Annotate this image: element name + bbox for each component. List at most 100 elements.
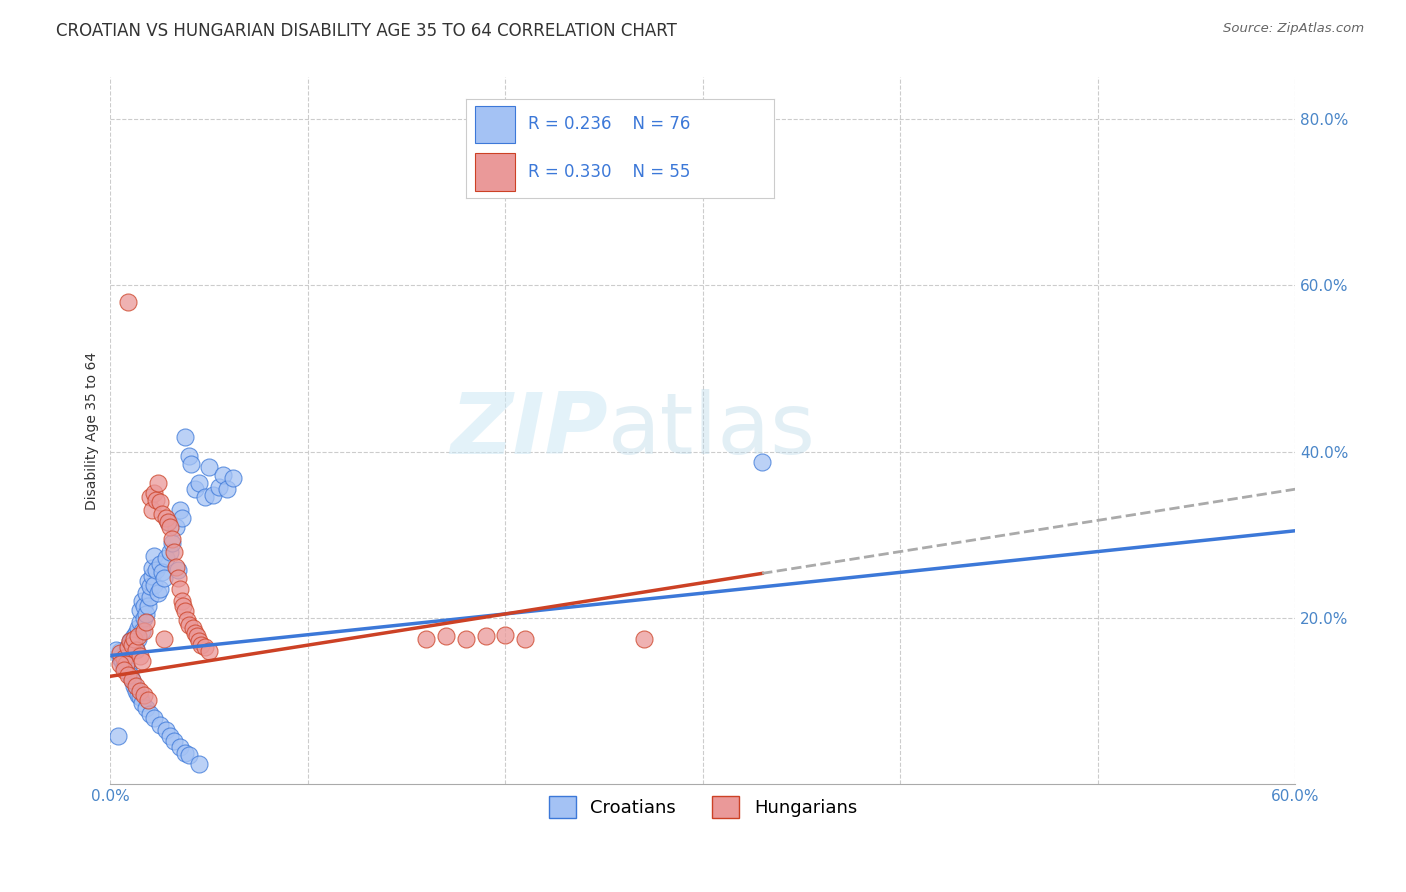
Text: Source: ZipAtlas.com: Source: ZipAtlas.com [1223, 22, 1364, 36]
Text: ZIP: ZIP [450, 390, 609, 473]
Point [194, 491, 217, 505]
Point [127, 632, 149, 646]
Point [115, 657, 138, 671]
Point [173, 599, 195, 613]
Point [155, 551, 177, 566]
Point [117, 295, 139, 310]
Point [132, 624, 155, 638]
Point [160, 532, 183, 546]
Point [212, 468, 235, 483]
Text: atlas: atlas [609, 390, 815, 473]
Point [129, 603, 152, 617]
Point [593, 178, 616, 193]
Point [110, 657, 132, 671]
Point [105, 642, 128, 657]
Point [159, 729, 181, 743]
Point [169, 739, 191, 754]
Point [135, 607, 157, 621]
Point [188, 476, 211, 491]
Point [132, 688, 155, 702]
Point [149, 557, 172, 571]
Point [188, 756, 211, 771]
Point [139, 591, 162, 605]
Point [165, 559, 187, 574]
Point [194, 640, 217, 655]
Point [415, 632, 437, 646]
Point [125, 642, 148, 657]
Point [188, 634, 211, 648]
Point [125, 684, 148, 698]
Point [132, 611, 155, 625]
Point [121, 673, 143, 688]
Point [156, 516, 179, 530]
Point [127, 629, 149, 643]
Point [131, 594, 153, 608]
Point [146, 586, 169, 600]
Point [135, 701, 157, 715]
Point [166, 571, 188, 585]
Point [121, 673, 143, 688]
Point [122, 679, 145, 693]
Text: CROATIAN VS HUNGARIAN DISABILITY AGE 35 TO 64 CORRELATION CHART: CROATIAN VS HUNGARIAN DISABILITY AGE 35 … [56, 22, 678, 40]
Point [165, 519, 187, 533]
Point [139, 706, 162, 721]
Point [169, 503, 191, 517]
Point [142, 549, 165, 563]
Point [129, 690, 152, 704]
Point [110, 644, 132, 658]
Point [179, 748, 201, 763]
Point [152, 571, 174, 585]
Point [149, 582, 172, 596]
Point [110, 646, 132, 660]
Point [136, 574, 159, 588]
Legend: Croatians, Hungarians: Croatians, Hungarians [541, 789, 865, 825]
Point [125, 626, 148, 640]
Point [132, 599, 155, 613]
Point [174, 604, 197, 618]
Point [141, 569, 163, 583]
Point [169, 582, 191, 596]
Point [125, 679, 148, 693]
Point [159, 519, 181, 533]
Point [131, 696, 153, 710]
Point [112, 659, 135, 673]
Point [149, 717, 172, 731]
Point [159, 544, 181, 558]
Point [127, 688, 149, 702]
Point [186, 629, 208, 643]
Point [190, 638, 212, 652]
Point [141, 561, 163, 575]
Point [121, 638, 143, 652]
Point [145, 493, 167, 508]
Point [115, 642, 138, 657]
Point [135, 615, 157, 630]
Point [166, 563, 188, 577]
Point [515, 632, 537, 646]
Point [139, 491, 162, 505]
Point [150, 507, 173, 521]
Point [184, 626, 207, 640]
Point [162, 734, 184, 748]
Point [160, 536, 183, 550]
Point [183, 621, 205, 635]
Point [208, 480, 231, 494]
Point [176, 613, 198, 627]
Point [110, 651, 132, 665]
Point [494, 628, 516, 642]
Point [150, 566, 173, 580]
Point [129, 615, 152, 630]
Point [162, 544, 184, 558]
Point [156, 516, 179, 530]
Point [174, 746, 197, 760]
Point [135, 586, 157, 600]
Point [121, 632, 143, 646]
Point [179, 617, 201, 632]
Point [222, 471, 245, 485]
Point [115, 657, 138, 671]
Point [146, 476, 169, 491]
Point [122, 629, 145, 643]
Point [121, 638, 143, 652]
Point [474, 629, 496, 643]
Point [139, 579, 162, 593]
Point [198, 644, 221, 658]
